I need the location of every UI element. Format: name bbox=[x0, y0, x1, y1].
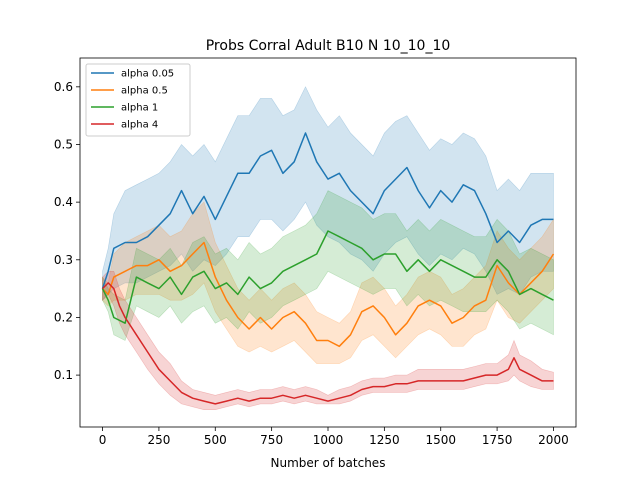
band-alpha-4 bbox=[102, 270, 554, 411]
x-tick-label: 1500 bbox=[425, 433, 456, 447]
y-tick-label: 0.6 bbox=[54, 80, 73, 94]
y-tick-label: 0.5 bbox=[54, 137, 73, 151]
x-tick-label: 1000 bbox=[313, 433, 344, 447]
x-tick-label: 2000 bbox=[538, 433, 569, 447]
legend-label: alpha 0.05 bbox=[121, 69, 174, 80]
series-line-alpha-4 bbox=[101, 282, 554, 405]
x-tick-label: 0 bbox=[99, 433, 107, 447]
y-tick-label: 0.4 bbox=[54, 195, 73, 209]
y-tick-label: 0.3 bbox=[54, 253, 73, 267]
y-axis: 0.1 0.2 0.3 0.4 0.5 0.6 bbox=[54, 80, 80, 382]
series-line-alpha-0-5 bbox=[101, 241, 555, 348]
x-tick-label: 250 bbox=[147, 433, 170, 447]
bands-layer bbox=[102, 86, 554, 411]
band-alpha-0-05 bbox=[102, 86, 554, 301]
x-tick-label: 1250 bbox=[369, 433, 400, 447]
y-tick-label: 0.2 bbox=[54, 310, 73, 324]
x-axis-label: Number of batches bbox=[271, 456, 386, 470]
legend-label: alpha 4 bbox=[121, 120, 158, 131]
legend: alpha 0.05 alpha 0.5 alpha 1 alpha 4 bbox=[85, 63, 191, 137]
x-tick-label: 1750 bbox=[482, 433, 513, 447]
lines-layer bbox=[101, 132, 555, 405]
series-line-alpha-1 bbox=[101, 230, 554, 324]
band-alpha-0-5 bbox=[102, 201, 554, 364]
legend-label: alpha 0.5 bbox=[121, 86, 168, 97]
legend-label: alpha 1 bbox=[121, 103, 158, 114]
legend-box bbox=[85, 63, 191, 137]
x-tick-label: 750 bbox=[260, 433, 283, 447]
x-axis: 0 250 500 750 1000 1250 1500 1750 2000 bbox=[99, 427, 569, 447]
x-tick-label: 500 bbox=[204, 433, 227, 447]
band-alpha-1 bbox=[102, 190, 554, 341]
series-line-alpha-0-05 bbox=[101, 132, 554, 289]
chart-title: Probs Corral Adult B10 N 10_10_10 bbox=[206, 38, 451, 54]
y-tick-label: 0.1 bbox=[54, 368, 73, 382]
